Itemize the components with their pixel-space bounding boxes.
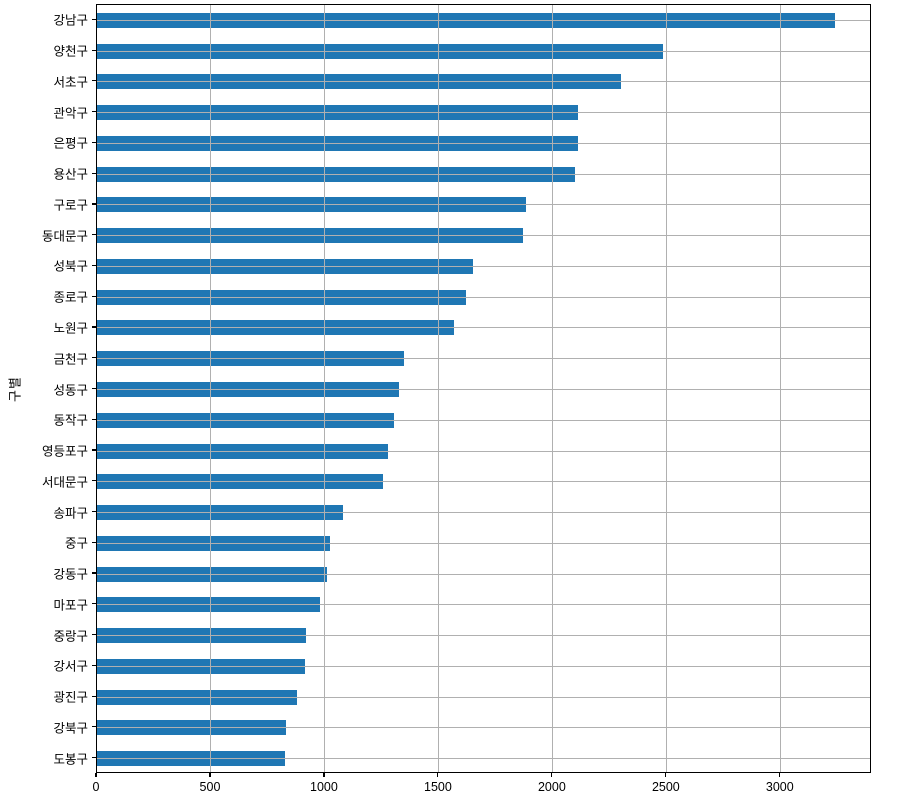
y-tick-label: 광진구 [53, 690, 88, 705]
y-tick-mark [92, 664, 96, 666]
y-tick-label: 강남구 [53, 13, 88, 28]
y-tick-mark [92, 234, 96, 236]
bar [97, 351, 405, 367]
y-tick-label: 중랑구 [53, 629, 88, 644]
bar [97, 289, 467, 305]
bar [97, 228, 524, 244]
y-tick-mark [92, 695, 96, 697]
x-tick-label: 2000 [537, 780, 566, 794]
y-tick-mark [92, 418, 96, 420]
bar [97, 135, 578, 151]
bar [97, 597, 321, 613]
y-tick-mark [92, 572, 96, 574]
bar [97, 505, 344, 521]
bar [97, 412, 394, 428]
x-tick-mark [551, 773, 553, 777]
plot-area [96, 4, 871, 773]
x-tick-label: 0 [92, 780, 100, 794]
y-tick-mark [92, 726, 96, 728]
y-tick-label: 구로구 [53, 198, 88, 213]
bar [97, 43, 663, 59]
bar [97, 197, 527, 213]
y-tick-label: 노원구 [53, 321, 88, 336]
y-tick-label: 은평구 [53, 136, 88, 151]
y-tick-label: 강동구 [53, 567, 88, 582]
y-tick-label: 양천구 [53, 44, 88, 59]
bar [97, 566, 328, 582]
y-tick-mark [92, 480, 96, 482]
x-tick-label: 1000 [310, 780, 338, 794]
y-tick-label: 서대문구 [41, 475, 88, 490]
y-tick-mark [92, 541, 96, 543]
y-tick-mark [92, 387, 96, 390]
bar [97, 720, 287, 736]
x-tick-label: 3000 [765, 780, 794, 794]
y-tick-label: 영등포구 [41, 444, 88, 459]
y-tick-mark [92, 80, 96, 82]
y-tick-label: 마포구 [53, 598, 88, 613]
y-tick-mark [92, 141, 96, 143]
bar [97, 166, 575, 182]
bar [97, 12, 836, 28]
bars-layer [97, 5, 870, 772]
y-tick-mark [92, 264, 96, 267]
bar [97, 320, 454, 336]
y-tick-label: 관악구 [53, 106, 88, 121]
y-tick-mark [92, 510, 96, 513]
y-tick-mark [92, 18, 96, 20]
x-tick-mark [779, 773, 781, 777]
y-tick-label: 금천구 [53, 352, 88, 367]
bar [97, 689, 298, 705]
bar [97, 258, 474, 274]
bar [97, 628, 306, 644]
bar [97, 535, 331, 551]
y-tick-label: 종로구 [53, 290, 88, 305]
y-tick-label: 송파구 [53, 506, 88, 521]
y-tick-label: 중구 [64, 536, 88, 551]
x-tick-label: 2500 [651, 780, 680, 794]
bar [97, 658, 305, 674]
bar [97, 382, 400, 397]
y-tick-mark [92, 172, 96, 174]
x-tick-mark [95, 773, 97, 777]
y-tick-mark [92, 633, 96, 636]
y-tick-label: 강서구 [53, 659, 88, 674]
x-tick-mark [437, 773, 439, 777]
y-tick-label: 성북구 [53, 259, 88, 274]
y-tick-mark [92, 449, 96, 451]
x-tick-label: 1500 [424, 780, 452, 794]
y-tick-mark [92, 603, 96, 605]
x-tick-label: 500 [199, 780, 221, 794]
bar [97, 74, 621, 90]
y-tick-label: 동대문구 [41, 229, 88, 244]
y-tick-label: 용산구 [53, 167, 88, 182]
bar [97, 474, 383, 490]
y-tick-label: 도봉구 [53, 752, 88, 767]
y-tick-mark [92, 295, 96, 297]
x-tick-mark [665, 773, 667, 777]
bar [97, 105, 578, 121]
bar [97, 751, 286, 767]
x-tick-mark [209, 773, 211, 777]
x-tick-mark [323, 773, 325, 777]
y-tick-mark [92, 203, 96, 205]
y-tick-label: 동작구 [53, 413, 88, 428]
bar [97, 443, 389, 459]
y-tick-mark [92, 326, 96, 328]
y-tick-label: 서초구 [53, 75, 88, 90]
y-tick-mark [92, 49, 96, 51]
y-tick-mark [92, 357, 96, 359]
y-tick-mark [92, 111, 96, 113]
y-tick-label: 성동구 [53, 383, 88, 397]
y-tick-label: 강북구 [53, 721, 88, 736]
y-tick-mark [92, 757, 96, 759]
